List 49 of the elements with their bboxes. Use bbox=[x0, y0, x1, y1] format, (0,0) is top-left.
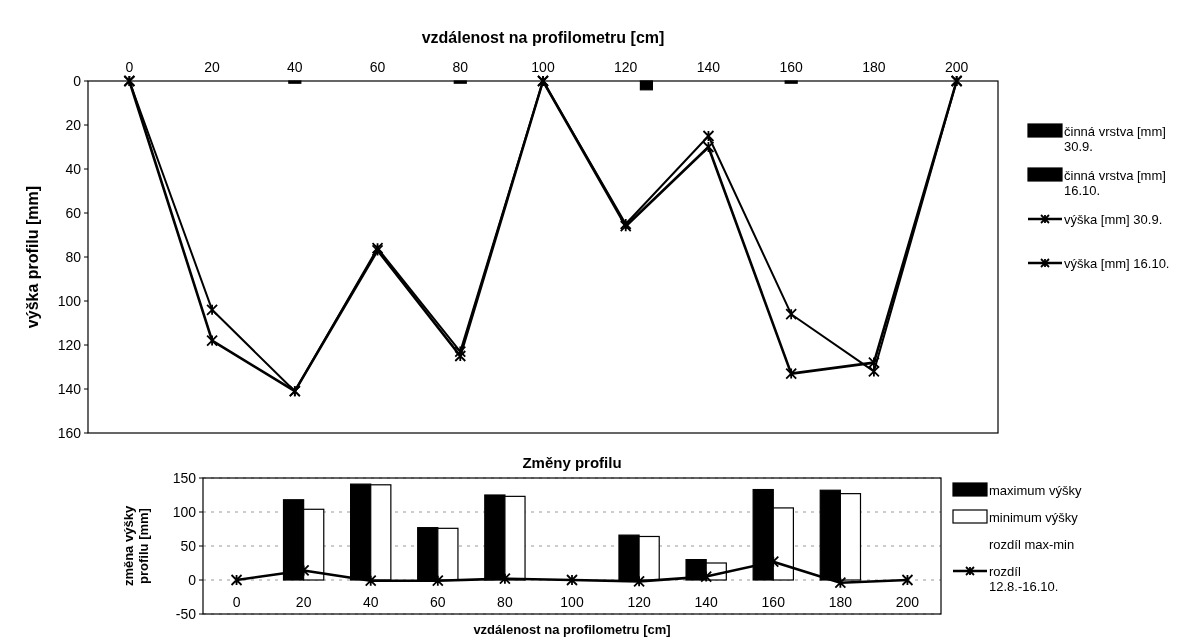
x-tick-label: 100 bbox=[560, 593, 584, 610]
x-tick-label: 200 bbox=[895, 593, 920, 610]
legend-label: činná vrstva [mm] 16.10. bbox=[1064, 167, 1166, 199]
y-axis-title: výška profilu [mm] bbox=[24, 185, 41, 329]
legend-label: minimum výšky bbox=[989, 509, 1079, 525]
y-tick-label: 40 bbox=[65, 160, 82, 177]
x-tick-label: 20 bbox=[204, 59, 221, 75]
x-tick-label: 0 bbox=[125, 59, 134, 75]
x-tick-label: 80 bbox=[452, 59, 469, 75]
x-tick-label: 20 bbox=[295, 593, 312, 610]
x-tick-label: 140 bbox=[694, 593, 719, 610]
x-tick-label: 40 bbox=[287, 59, 303, 75]
y-tick-label: 60 bbox=[65, 204, 82, 221]
y-tick-label: 120 bbox=[57, 336, 82, 353]
x-tick-label: 180 bbox=[828, 593, 853, 610]
x-axis-title: vzdálenost na profilometru [cm] bbox=[421, 29, 665, 46]
text: rozdíl max-min bbox=[989, 536, 1075, 552]
x-tick-label: 40 bbox=[362, 593, 379, 610]
legend-label: výška [mm] 30.9. bbox=[1064, 211, 1163, 227]
x-tick-label: 60 bbox=[430, 593, 446, 610]
x-tick-label: 0 bbox=[232, 593, 241, 610]
y-tick-label: 160 bbox=[57, 424, 82, 441]
y-tick-label: 100 bbox=[172, 503, 197, 520]
y-tick-label: 0 bbox=[188, 571, 197, 588]
x-tick-label: 200 bbox=[944, 59, 969, 75]
legend-label: maximum výšky bbox=[989, 482, 1082, 498]
x-tick-label: 60 bbox=[369, 59, 386, 75]
y-tick-label: 140 bbox=[57, 380, 82, 397]
y-tick-label: 0 bbox=[73, 72, 82, 89]
x-axis-title: vzdálenost na profilometru [cm] bbox=[473, 622, 671, 637]
x-tick-label: 80 bbox=[497, 593, 513, 610]
x-tick-label: 140 bbox=[696, 59, 721, 75]
x-tick-label: 120 bbox=[627, 593, 651, 610]
x-tick-label: 160 bbox=[779, 59, 804, 75]
legend-label: výška [mm] 16.10. bbox=[1064, 255, 1170, 271]
legend-label: činná vrstva [mm] 30.9. bbox=[1064, 123, 1166, 155]
x-tick-label: 180 bbox=[862, 59, 886, 75]
y-tick-label: 150 bbox=[172, 469, 197, 486]
x-tick-label: 100 bbox=[531, 59, 555, 75]
y-tick-label: 100 bbox=[57, 292, 82, 309]
y-tick-label: 80 bbox=[65, 248, 82, 265]
y-axis-title: změna výšky profilu [mm] bbox=[121, 505, 151, 587]
y-tick-label: 50 bbox=[180, 537, 197, 554]
x-tick-label: 160 bbox=[761, 593, 786, 610]
legend-label: rozdíl 12.8.-16.10. bbox=[989, 563, 1059, 595]
x-tick-label: 120 bbox=[614, 59, 638, 75]
y-tick-label: 20 bbox=[65, 116, 82, 133]
chart-title: Změny profilu bbox=[522, 454, 622, 471]
y-tick-label: -50 bbox=[175, 605, 197, 622]
